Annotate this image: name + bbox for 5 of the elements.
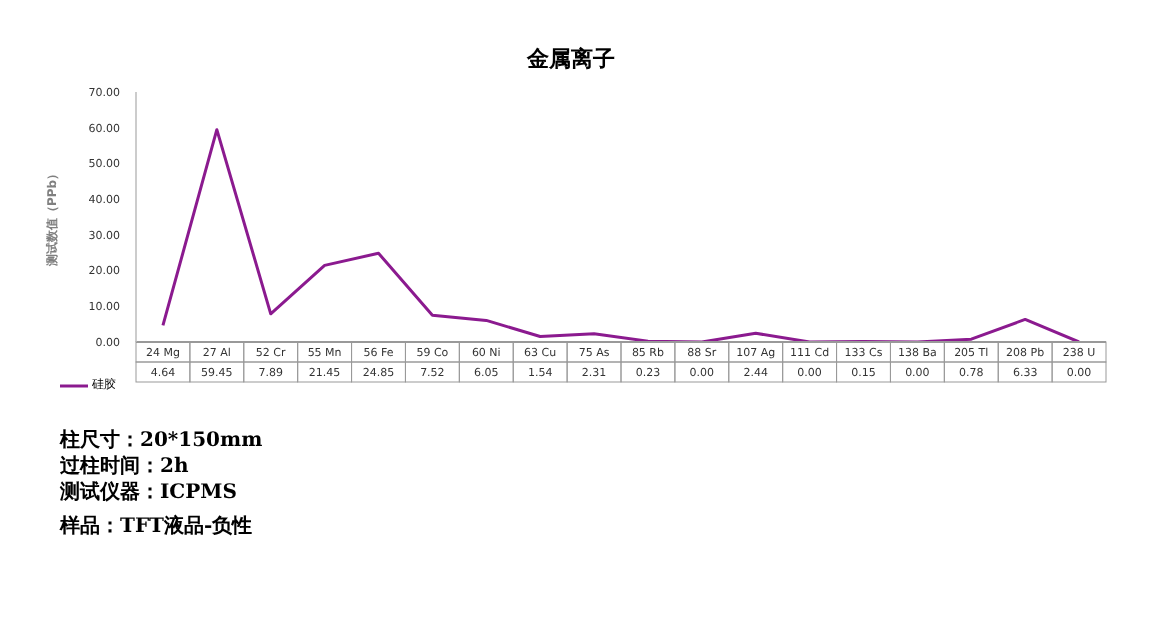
text: 柱尺寸：20*150mm [60,428,263,454]
chart-title: 金属离子 [524,44,617,74]
text: 样品：TFT液品-负性 [60,514,255,540]
text: 过柱时间：2h [60,454,191,480]
text: 测试仪器：ICPMS [60,480,239,506]
